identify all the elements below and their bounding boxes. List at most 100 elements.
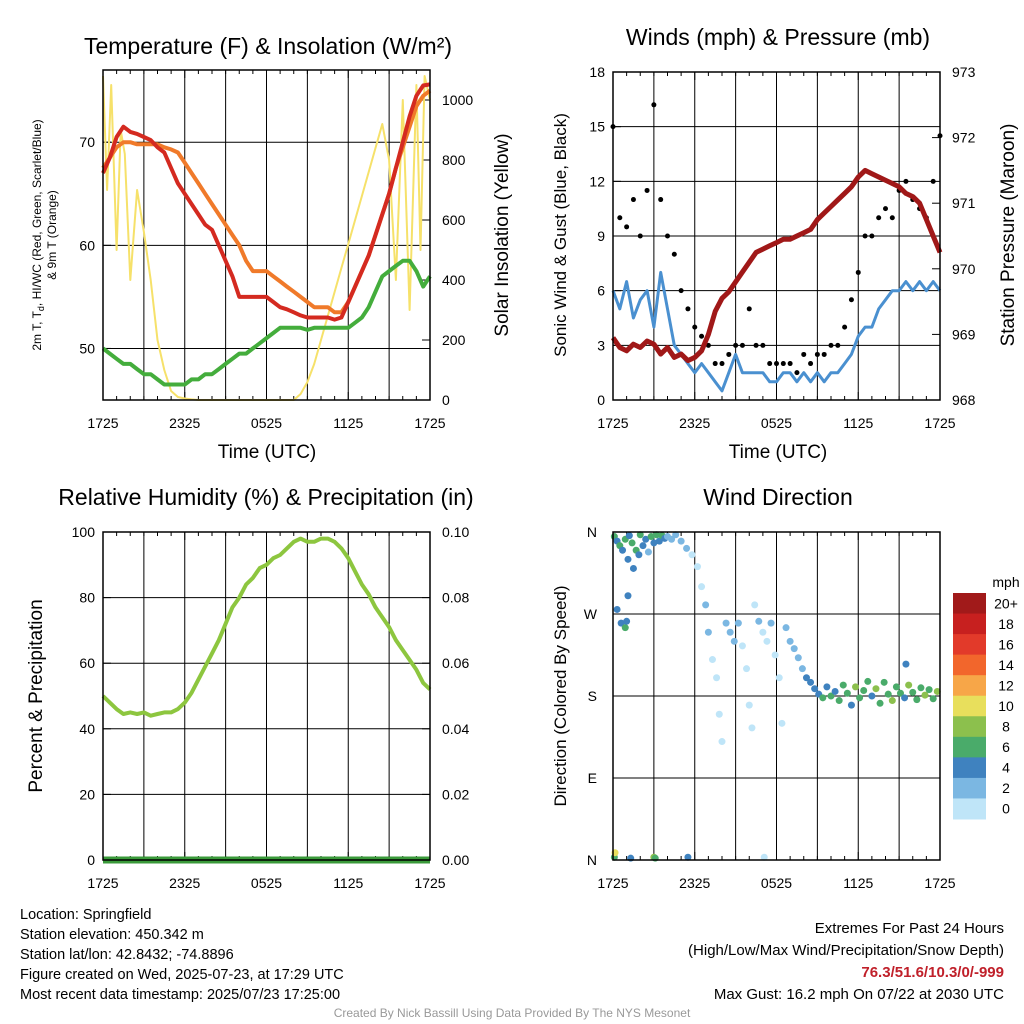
credit-footer: Created By Nick Bassill Using Data Provi… xyxy=(333,1006,691,1020)
wind-direction-point xyxy=(619,546,627,554)
colorbar-label: 10 xyxy=(998,698,1014,714)
wind-direction-point xyxy=(730,637,738,645)
colorbar-label: 2 xyxy=(1002,780,1010,796)
dir-xtick-label: 1725 xyxy=(597,875,628,891)
wind-direction-point xyxy=(743,665,751,673)
temp-ytick-right-label: 800 xyxy=(442,152,466,168)
temp-ylabel-left-2: & 9m T (Orange) xyxy=(45,190,59,280)
wind-direction-point xyxy=(623,617,631,625)
station-info: Location: Springfield Station elevation:… xyxy=(20,905,344,1005)
gust-point xyxy=(767,361,773,367)
wind-ylabel-left: Sonic Wind & Gust (Blue, Black) xyxy=(551,113,570,357)
wind-ylabel-right: Station Pressure (Maroon) xyxy=(998,124,1019,347)
wind-direction-point xyxy=(624,592,632,600)
station-latlon: Station lat/lon: 42.8432; -74.8896 xyxy=(20,947,234,963)
wind-direction-point xyxy=(759,628,767,636)
wind-direction-point xyxy=(625,532,633,540)
rh-ytick-right-label: 0.02 xyxy=(442,786,469,802)
colorbar-title: mph xyxy=(992,574,1019,590)
gust-point xyxy=(821,351,827,357)
dir-xtick-label: 2325 xyxy=(679,875,710,891)
wind-direction-point xyxy=(902,660,910,668)
colorbar-swatch xyxy=(953,736,986,758)
gust-point xyxy=(739,342,745,348)
extremes-title: Extremes For Past 24 Hours xyxy=(814,920,1004,937)
wind-ytick-label: 6 xyxy=(597,283,605,299)
temp-xtick-label: 2325 xyxy=(169,415,200,431)
wind-direction-point xyxy=(771,651,779,659)
wind-xlabel: Time (UTC) xyxy=(729,442,828,463)
gust-point xyxy=(903,178,909,184)
wind-direction-point xyxy=(763,637,771,645)
rh-axes xyxy=(102,531,431,861)
colorbar-swatch xyxy=(953,593,986,615)
temp-ytick-label: 70 xyxy=(79,134,95,150)
wind-direction-point xyxy=(647,533,655,541)
temp-ytick-right-label: 1000 xyxy=(442,92,473,108)
gust-point xyxy=(780,361,786,367)
dir-ytick-label: N xyxy=(587,524,597,540)
wind-direction-point xyxy=(722,619,730,627)
gust-point xyxy=(808,361,814,367)
colorbar-swatch xyxy=(953,777,986,799)
temp-ytick-label: 60 xyxy=(79,237,95,253)
extremes-info: Extremes For Past 24 Hours (High/Low/Max… xyxy=(688,918,1004,1006)
gust-point xyxy=(828,342,834,348)
temp-ylabel-right: Solar Insolation (Yellow) xyxy=(492,133,513,336)
pressure-series xyxy=(610,167,943,364)
temp-xtick-label: 1725 xyxy=(414,415,445,431)
rh-ytick-label: 60 xyxy=(79,655,95,671)
gust-point xyxy=(774,361,779,367)
wind-direction-point xyxy=(872,685,880,693)
gust-point xyxy=(699,333,705,339)
rh-ytick-label: 100 xyxy=(72,524,96,540)
rh-xtick-label: 1725 xyxy=(414,875,445,891)
wind-direction-point xyxy=(734,619,742,627)
colorbar-label: 12 xyxy=(998,677,1014,693)
wind-frame xyxy=(612,71,941,401)
extremes-subtitle: (High/Low/Max Wind/Precipitation/Snow De… xyxy=(688,942,1004,959)
wind-direction-point xyxy=(642,535,650,543)
dir-ytick-label: N xyxy=(587,852,597,868)
gust-point xyxy=(746,306,752,312)
rh-ytick-right-label: 0.06 xyxy=(442,655,469,671)
relative-humidity-series xyxy=(101,536,432,718)
wind-direction-point xyxy=(847,701,855,709)
wind-direction-point xyxy=(650,539,658,547)
wind-ytick-label: 18 xyxy=(589,64,605,80)
wind-direction-point xyxy=(668,535,676,543)
wind-direction-point xyxy=(636,531,644,539)
colorbar-label: 14 xyxy=(998,657,1014,673)
colorbar-swatch xyxy=(953,654,986,676)
dir-ytick-label: E xyxy=(588,770,597,786)
wind-xtick-label: 1725 xyxy=(924,415,955,431)
colorbar-label: 16 xyxy=(998,636,1014,652)
wind-direction-point xyxy=(653,531,661,539)
wind-panel-title: Winds (mph) & Pressure (mb) xyxy=(626,24,930,50)
wind-direction-point xyxy=(831,687,839,695)
gust-point xyxy=(876,215,882,221)
wind-direction-point xyxy=(704,628,712,636)
sonic-wind-series xyxy=(611,270,942,393)
wind-direction-point xyxy=(629,564,637,572)
wind-direction-point xyxy=(683,544,691,552)
wind-direction-point xyxy=(884,690,892,698)
wind-direction-point xyxy=(925,686,933,694)
wind-direction-point xyxy=(917,684,925,692)
wind-direction-point xyxy=(843,689,851,697)
wind-direction-point xyxy=(835,697,843,705)
wind-direction-point xyxy=(913,696,921,704)
wind-direction-point xyxy=(823,683,831,691)
wind-direction-point xyxy=(693,563,701,571)
wind-direction-point xyxy=(621,624,629,632)
wind-direction-point xyxy=(921,691,929,699)
colorbar-swatch xyxy=(953,716,986,738)
dir-frame xyxy=(612,531,941,861)
temp-ytick-right-label: 400 xyxy=(442,272,466,288)
wind-direction-point xyxy=(715,710,723,718)
rh-xtick-label: 2325 xyxy=(169,875,200,891)
wind-direction-point xyxy=(819,694,827,702)
gust-point xyxy=(883,206,888,212)
temp-ylabel-left-1: 2m T, Td, HI/WC (Red, Green, Scarlet/Blu… xyxy=(30,119,46,350)
wind-xtick-label: 1125 xyxy=(843,415,873,431)
